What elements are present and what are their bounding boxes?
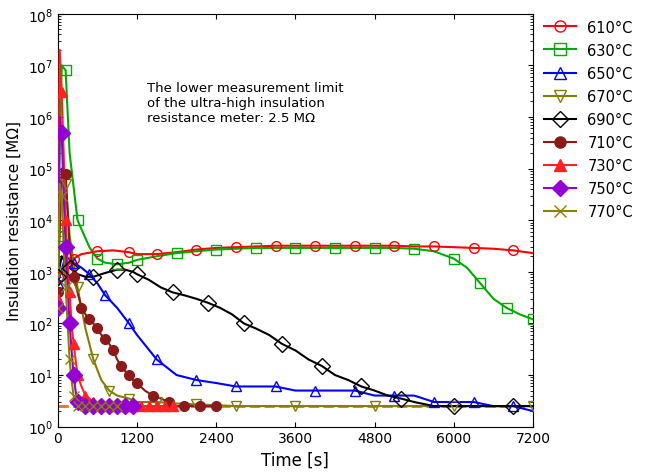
Legend: 610°C, 630°C, 650°C, 670°C, 690°C, 710°C, 730°C, 750°C, 770°C: 610°C, 630°C, 650°C, 670°C, 690°C, 710°C… (537, 15, 639, 225)
X-axis label: Time [s]: Time [s] (262, 451, 329, 469)
Text: The lower measurement limit
of the ultra-high insulation
resistance meter: 2.5 M: The lower measurement limit of the ultra… (147, 82, 343, 125)
Y-axis label: Insulation resistance [MΩ]: Insulation resistance [MΩ] (7, 121, 22, 320)
